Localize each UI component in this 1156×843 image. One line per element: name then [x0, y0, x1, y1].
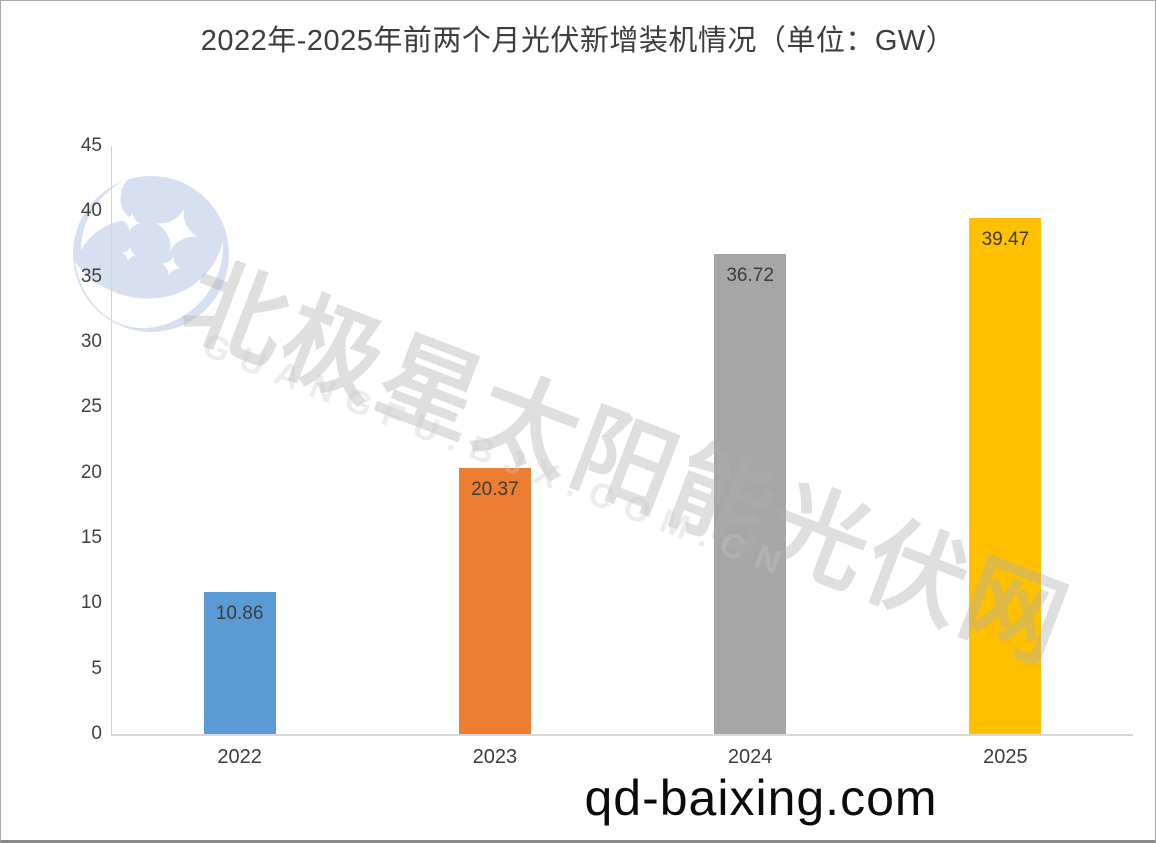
bar-value-label: 39.47 [981, 229, 1030, 250]
y-axis-tick-40: 40 [80, 200, 102, 222]
y-axis-tick-30: 30 [80, 331, 102, 352]
bar-2022 [203, 592, 276, 734]
bar-value-label: 10.86 [215, 603, 264, 624]
y-axis-tick-35: 35 [80, 265, 102, 287]
bar-2025 [969, 218, 1042, 734]
plot-area: 10.86 2022 20.37 2023 36.72 2024 39.47 2025 0 5 10… [81, 135, 1133, 768]
x-axis-label-2025: 2025 [983, 746, 1028, 768]
bar-2023 [458, 468, 531, 734]
y-axis-tick-20: 20 [80, 461, 102, 483]
y-axis-tick-5: 5 [91, 657, 102, 679]
y-axis-tick-15: 15 [80, 527, 102, 548]
chart-title: 2022年-2025年前两个月光伏新增装机情况（单位：GW） [200, 25, 956, 57]
bar-value-label: 20.37 [471, 479, 519, 500]
bjx-polaris-star-logo-icon [73, 176, 229, 332]
y-axis-tick-45: 45 [80, 135, 102, 156]
footer-site-url: qd-baixing.com [584, 770, 938, 826]
y-axis-tick-0: 0 [91, 723, 102, 744]
y-axis-tick-10: 10 [80, 592, 102, 614]
x-axis-label-2024: 2024 [727, 746, 773, 768]
x-axis-label-2023: 2023 [472, 746, 518, 768]
bar-value-label: 36.72 [726, 265, 774, 286]
y-axis-tick-25: 25 [80, 396, 102, 418]
x-axis-label-2022: 2022 [217, 746, 262, 768]
bar-2024 [714, 254, 787, 734]
